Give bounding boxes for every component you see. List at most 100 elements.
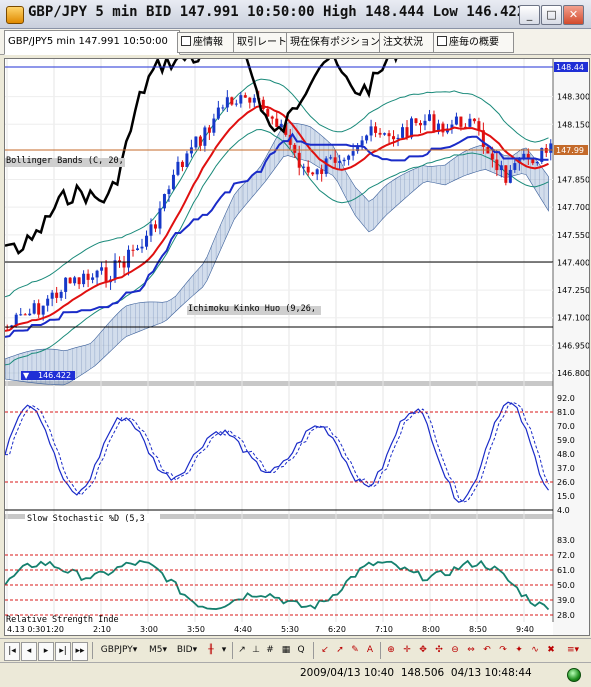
candle-body xyxy=(207,127,211,133)
chart-type-dropdown[interactable]: ▾ xyxy=(219,642,229,659)
symbol-select[interactable]: GBPJPY▾ xyxy=(97,642,141,659)
vertical-line-button[interactable]: ⊥ xyxy=(250,642,262,659)
candlestick xyxy=(454,112,458,126)
low-price-marker xyxy=(21,371,75,380)
tab-account-info[interactable]: 座情報 xyxy=(177,32,237,53)
redo-button[interactable]: ↷ xyxy=(496,642,510,659)
move-button[interactable]: ✥ xyxy=(416,642,430,659)
tab-rates[interactable]: 取引レート xyxy=(233,32,290,53)
close-icon: ✕ xyxy=(568,8,579,21)
candlestick xyxy=(19,307,23,316)
candle-body xyxy=(540,147,544,162)
candle-body xyxy=(508,169,512,183)
fit-button[interactable]: ⇔ xyxy=(464,642,478,659)
candle-body xyxy=(279,123,283,127)
candlestick xyxy=(198,135,202,152)
channel-tool-button[interactable]: ▦ xyxy=(280,642,292,659)
stochastic-tick-label: 70.0 xyxy=(557,422,575,431)
candlestick xyxy=(167,185,171,202)
ichimoku-label[interactable]: Ichimoku Kinko Huo (9,26, xyxy=(188,304,316,314)
candle-body xyxy=(392,136,396,140)
rsi-label[interactable]: Relative Strength Inde xyxy=(6,615,119,625)
tab-orders[interactable]: 注文状況 xyxy=(379,32,437,53)
zoom-out-button[interactable]: ⊖ xyxy=(448,642,462,659)
undo-button[interactable]: ↶ xyxy=(480,642,494,659)
chart-area[interactable]: 4.13 0:30 1:20 2:10 3:00 3:50 4:40 5:30 6:20 7:1… xyxy=(4,58,590,636)
draw-tool-button[interactable]: ✎ xyxy=(348,642,362,659)
time-tick-label: 4:40 xyxy=(234,625,252,634)
candlestick xyxy=(378,128,382,138)
tab-account-summary[interactable]: 座毎の概要 xyxy=(433,32,514,53)
chart-toolbar: |◂ ◂ ▸ ▸| ▸▸ GBPJPY▾ M5▾ BID▾ ╫ ▾ ↗ ⊥ # … xyxy=(0,638,591,663)
stochastic-label[interactable]: Slow Stochastic %D (5,3 xyxy=(27,514,145,524)
candle-body xyxy=(342,159,346,162)
zoom-in-button[interactable]: ⊕ xyxy=(384,642,398,659)
candlestick xyxy=(320,164,324,182)
candle-body xyxy=(185,153,189,168)
candle-body xyxy=(198,136,202,146)
panel-splitter[interactable] xyxy=(5,381,589,386)
chart-type-button[interactable]: ╫ xyxy=(204,642,218,659)
checkbox-icon xyxy=(437,36,447,46)
candlestick xyxy=(270,115,274,125)
scroll-left-button[interactable]: ◂ xyxy=(21,642,37,661)
panel-splitter[interactable] xyxy=(5,514,589,519)
candle-body xyxy=(522,153,526,160)
expand-button[interactable]: ✣ xyxy=(432,642,446,659)
price-tick-label: 148.150 xyxy=(557,120,589,129)
candle-body xyxy=(100,267,104,271)
candlestick xyxy=(248,97,252,109)
tab-chart[interactable]: GBP/JPY5 min 147.991 10:50:00 xyxy=(4,30,180,55)
current-price-box xyxy=(554,145,588,155)
price-panel[interactable] xyxy=(5,59,553,381)
close-button[interactable]: ✕ xyxy=(563,5,584,25)
first-icon: |◂ xyxy=(8,646,16,656)
stochastic-tick-label: 81.0 xyxy=(557,408,575,417)
candlestick xyxy=(297,145,301,176)
candle-body xyxy=(378,132,382,135)
time-tick-label: 2:10 xyxy=(93,625,111,634)
expand-icon: ✣ xyxy=(435,645,443,655)
kijun-line xyxy=(5,132,549,338)
candlestick xyxy=(82,270,86,288)
text-tool-button[interactable]: A xyxy=(363,642,377,659)
candle-body xyxy=(365,135,369,141)
chart-canvas[interactable]: 4.13 0:30 1:20 2:10 3:00 3:50 4:40 5:30 6:20 7:1… xyxy=(5,59,589,635)
title-bar[interactable]: GBP/JPY 5 min BID 147.991 10:50:00 High … xyxy=(0,0,591,29)
scroll-end-button[interactable]: ▸▸ xyxy=(72,642,88,661)
candlestick xyxy=(136,244,140,251)
trash-button[interactable]: ✖ xyxy=(544,642,558,659)
scroll-first-button[interactable]: |◂ xyxy=(4,642,20,661)
scroll-last-button[interactable]: ▸| xyxy=(55,642,71,661)
candle-body xyxy=(481,130,485,147)
menu-button[interactable]: ≡▾ xyxy=(562,642,584,659)
candle-body xyxy=(360,140,364,146)
trendline-button[interactable]: ↙ xyxy=(318,642,332,659)
timeframe-select[interactable]: M5▾ xyxy=(146,642,170,659)
gear-icon: ✦ xyxy=(515,645,523,655)
fib-tool-button[interactable]: # xyxy=(264,642,276,659)
candlestick xyxy=(203,125,207,152)
settings-button[interactable]: ✦ xyxy=(512,642,526,659)
line-tool-button[interactable]: ↗ xyxy=(236,642,248,659)
stochastic-panel[interactable] xyxy=(5,386,553,514)
maximize-button[interactable]: □ xyxy=(541,5,562,25)
candlestick xyxy=(531,159,535,166)
stochastic-tick-label: 26.0 xyxy=(557,478,575,487)
candle-body xyxy=(472,118,476,122)
crosshair-button[interactable]: ✛ xyxy=(400,642,414,659)
candle-body xyxy=(432,114,436,132)
candlestick xyxy=(122,255,126,275)
price-side-select[interactable]: BID▾ xyxy=(174,642,200,659)
candle-body xyxy=(495,159,499,171)
scroll-right-button[interactable]: ▸ xyxy=(38,642,54,661)
bollinger-label[interactable]: Bollinger Bands (C, 20, xyxy=(6,156,124,166)
tab-positions[interactable]: 現在保有ポジション xyxy=(286,32,383,53)
candle-body xyxy=(410,118,414,138)
zoom-tool-button[interactable]: Q xyxy=(295,642,307,659)
candlestick xyxy=(365,134,369,144)
candlestick xyxy=(535,160,539,166)
arrow-tool-button[interactable]: ➚ xyxy=(333,642,347,659)
indicator-button[interactable]: ∿ xyxy=(528,642,542,659)
minimize-button[interactable]: _ xyxy=(519,5,540,25)
